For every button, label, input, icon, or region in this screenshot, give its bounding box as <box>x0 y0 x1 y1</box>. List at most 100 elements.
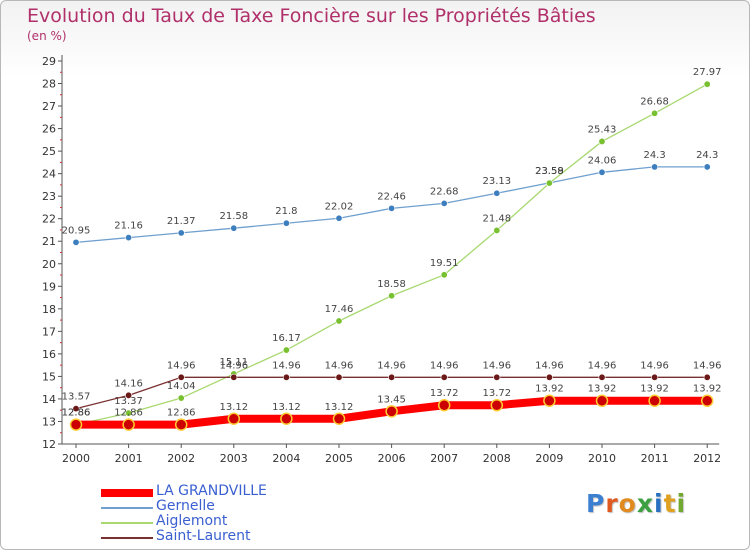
data-point <box>125 234 133 242</box>
data-point <box>651 109 659 117</box>
data-label: 12.86 <box>167 408 196 419</box>
data-label: 20.95 <box>62 225 91 236</box>
y-tick-label: 25 <box>42 145 56 158</box>
data-label: 19.51 <box>430 258 459 269</box>
data-label: 22.68 <box>430 186 459 197</box>
y-tick-label: 28 <box>42 78 56 91</box>
logo-letter: x <box>636 489 654 518</box>
data-point <box>125 409 133 417</box>
data-label: 13.45 <box>377 394 406 405</box>
data-point <box>282 346 290 354</box>
data-label: 12.86 <box>62 408 91 419</box>
data-label: 14.96 <box>272 360 301 371</box>
data-label: 12.86 <box>114 408 143 419</box>
y-tick-label: 14 <box>42 393 56 406</box>
data-point <box>332 412 346 426</box>
data-point <box>545 179 553 187</box>
data-point <box>230 224 238 232</box>
data-label: 21.8 <box>275 206 297 217</box>
y-tick-label: 26 <box>42 123 56 136</box>
y-tick-label: 23 <box>42 190 56 203</box>
data-point <box>703 163 711 171</box>
data-point <box>282 219 290 227</box>
y-tick-label: 24 <box>42 168 56 181</box>
data-point <box>545 373 553 381</box>
y-tick-label: 27 <box>42 100 56 113</box>
data-label: 24.06 <box>588 155 617 166</box>
data-point <box>703 373 711 381</box>
data-point <box>72 238 80 246</box>
logo-letter: o <box>618 489 637 518</box>
data-point <box>651 373 659 381</box>
data-label: 14.96 <box>482 360 511 371</box>
data-point <box>440 271 448 279</box>
chart-title: Evolution du Taux de Taxe Foncière sur l… <box>27 5 596 27</box>
legend-swatch <box>101 537 153 539</box>
data-label: 15.11 <box>219 357 248 368</box>
logo-letter: r <box>605 489 619 518</box>
data-label: 23.59 <box>535 166 564 177</box>
y-tick-label: 13 <box>42 415 56 428</box>
data-point <box>227 412 241 426</box>
data-label: 14.96 <box>325 360 354 371</box>
data-point <box>598 137 606 145</box>
y-tick-label: 18 <box>42 303 56 316</box>
data-label: 24.3 <box>696 150 718 161</box>
data-label: 13.72 <box>430 388 459 399</box>
data-point <box>282 373 290 381</box>
y-tick-label: 20 <box>42 258 56 271</box>
data-point <box>493 189 501 197</box>
data-point <box>122 418 135 431</box>
data-label: 13.72 <box>482 388 511 399</box>
x-tick-label: 2000 <box>62 452 90 465</box>
data-label: 22.02 <box>325 201 354 212</box>
data-label: 13.12 <box>325 402 354 413</box>
y-tick-label: 15 <box>42 370 56 383</box>
series-line <box>75 166 708 244</box>
data-label: 14.04 <box>167 381 196 392</box>
series-aiglemont: 12.8613.3714.0415.1116.1717.4618.5819.51… <box>62 67 722 429</box>
x-tick-label: 2010 <box>588 452 616 465</box>
chart-subtitle: (en %) <box>27 29 67 43</box>
data-label: 14.96 <box>693 360 722 371</box>
x-tick-label: 2006 <box>378 452 406 465</box>
data-label: 14.96 <box>430 360 459 371</box>
data-label: 21.16 <box>114 221 143 232</box>
x-tick-label: 2008 <box>483 452 511 465</box>
data-point <box>335 317 343 325</box>
data-point <box>595 394 609 407</box>
data-label: 24.3 <box>643 150 665 161</box>
y-tick-label: 22 <box>42 213 56 226</box>
data-label: 22.46 <box>377 191 406 202</box>
data-label: 14.16 <box>114 378 143 389</box>
logo-letter: t <box>663 489 677 518</box>
data-point <box>385 405 398 418</box>
data-label: 13.57 <box>62 392 91 403</box>
logo-letter: i <box>676 489 687 518</box>
data-point <box>388 373 396 381</box>
data-label: 13.92 <box>640 384 669 395</box>
series-la-grandville: 12.86 12.86 12.86 13.12 13.12 13.12 13.45 13.72… <box>62 384 722 431</box>
data-point <box>335 373 343 381</box>
data-point <box>598 373 606 381</box>
data-point <box>177 229 185 237</box>
proxiti-logo: Proxiti <box>586 489 686 518</box>
x-tick-label: 2001 <box>115 452 143 465</box>
data-point <box>335 214 343 222</box>
data-point <box>703 80 711 88</box>
data-point <box>598 168 606 176</box>
data-label: 17.46 <box>325 304 354 315</box>
data-point <box>69 418 83 431</box>
x-tick-label: 2002 <box>167 452 195 465</box>
y-tick-label: 21 <box>42 235 56 248</box>
y-tick-label: 19 <box>42 280 56 293</box>
data-point <box>543 394 556 407</box>
data-point <box>174 418 188 431</box>
data-label: 21.37 <box>167 216 196 227</box>
x-tick-label: 2009 <box>535 452 563 465</box>
data-label: 14.96 <box>535 360 564 371</box>
x-tick-label: 2007 <box>430 452 458 465</box>
data-label: 21.48 <box>482 213 511 224</box>
data-point <box>490 398 504 412</box>
